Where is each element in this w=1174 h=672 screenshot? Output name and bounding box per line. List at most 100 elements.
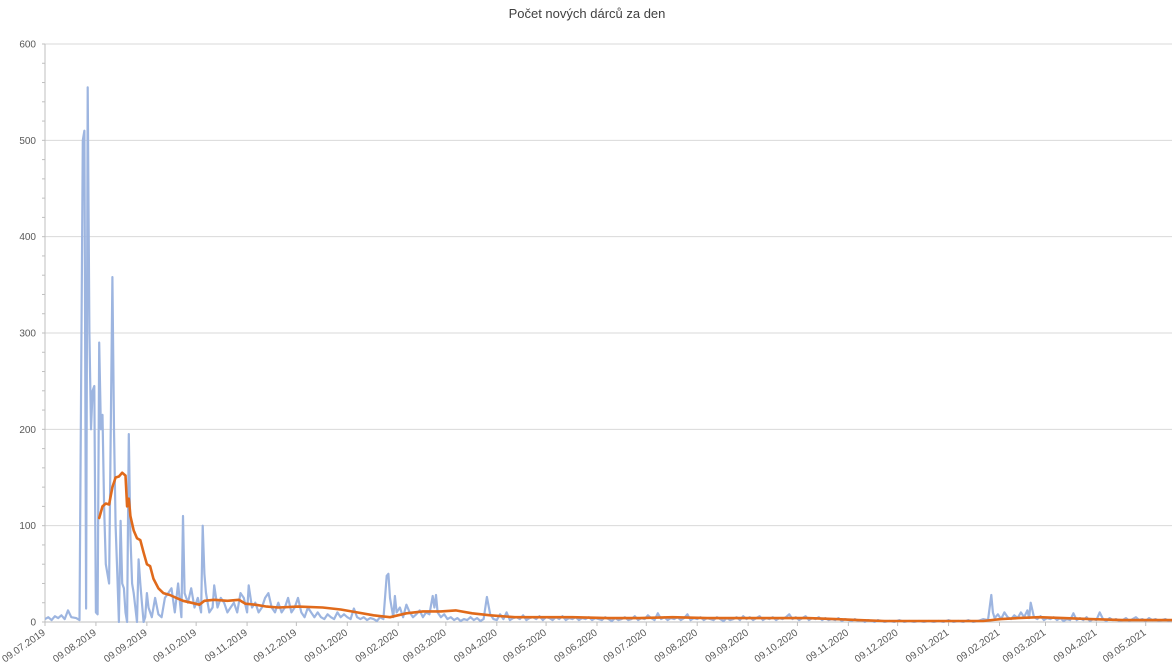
moving_average-point <box>203 600 206 602</box>
moving_average-point <box>277 606 280 609</box>
daily-point <box>443 613 446 616</box>
x-tick-label: 09.02.2021 <box>955 627 1003 665</box>
daily-point <box>459 620 462 622</box>
moving_average-point <box>124 474 127 477</box>
moving_average-point <box>671 616 674 618</box>
daily-point <box>67 609 69 612</box>
daily-point <box>50 619 53 621</box>
daily-point <box>1148 617 1150 619</box>
daily-point <box>124 611 127 614</box>
daily-point <box>433 606 436 609</box>
daily-point <box>703 619 705 621</box>
daily-point <box>394 595 396 597</box>
daily-point <box>313 616 316 618</box>
x-tick-label: 09.08.2019 <box>51 627 99 665</box>
daily-point <box>123 587 125 590</box>
daily-point <box>139 582 142 585</box>
moving_average-point <box>638 617 641 619</box>
daily-point <box>310 611 312 614</box>
moving_average-point <box>98 517 100 519</box>
daily-point <box>98 341 100 344</box>
daily-point <box>119 520 122 522</box>
x-tick-label: 09.06.2020 <box>552 627 600 665</box>
daily-point <box>428 613 431 616</box>
daily-point <box>788 613 790 616</box>
moving_average-point <box>266 605 268 608</box>
daily-point <box>151 616 153 618</box>
moving_average-point <box>606 617 608 619</box>
daily-point <box>246 611 248 614</box>
daily-point <box>190 587 192 590</box>
moving_average-point <box>1121 619 1124 621</box>
daily-point <box>476 617 478 619</box>
daily-point <box>142 621 145 623</box>
daily-point <box>297 597 299 599</box>
daily-point <box>505 611 508 614</box>
daily-point <box>389 597 391 599</box>
moving_average-point <box>149 565 151 567</box>
moving_average-point <box>372 614 375 617</box>
daily-point <box>808 619 810 621</box>
daily-point <box>136 621 138 623</box>
y-tick-label: 300 <box>19 329 36 340</box>
daily-point <box>75 617 77 619</box>
daily-point <box>469 616 472 618</box>
daily-point <box>108 582 110 585</box>
moving_average-point <box>152 577 155 580</box>
daily-point <box>647 614 649 617</box>
daily-point <box>100 428 102 431</box>
daily-point <box>739 619 741 621</box>
daily-point <box>88 332 91 334</box>
daily-point <box>422 616 424 618</box>
daily-point <box>473 619 475 621</box>
daily-point <box>118 621 120 623</box>
daily-point <box>83 129 86 132</box>
moving_average-point <box>1062 617 1065 619</box>
moving_average-point <box>1038 616 1040 618</box>
daily-point <box>431 595 434 597</box>
daily-point <box>128 433 130 435</box>
moving_average-point <box>128 497 130 500</box>
moving_average-point <box>740 617 743 619</box>
daily-point <box>758 615 761 617</box>
x-tick-label: 09.05.2021 <box>1101 627 1149 665</box>
daily-point <box>634 615 636 617</box>
daily-point <box>722 620 725 622</box>
moving_average-point <box>244 602 247 605</box>
moving_average-point <box>162 592 165 594</box>
daily-point <box>1003 611 1006 614</box>
daily-point <box>336 611 339 614</box>
daily-point <box>775 619 777 621</box>
daily-point <box>54 615 56 617</box>
daily-point <box>346 616 349 618</box>
daily-point <box>1085 616 1088 618</box>
daily-point <box>157 613 160 616</box>
moving_average-point <box>982 620 984 622</box>
y-tick-label: 500 <box>19 136 36 147</box>
daily-point <box>376 620 378 622</box>
daily-point <box>617 619 620 621</box>
moving_average-point <box>132 529 135 532</box>
daily-point <box>686 613 689 616</box>
moving_average-point <box>489 614 492 617</box>
daily-point <box>316 611 319 614</box>
daily-point <box>456 617 459 619</box>
daily-point <box>990 594 993 596</box>
daily-point <box>1029 601 1032 604</box>
daily-point <box>174 611 176 614</box>
daily-point <box>1036 618 1039 620</box>
daily-point <box>132 592 135 594</box>
daily-point <box>1069 619 1071 621</box>
daily-point <box>551 619 554 621</box>
moving_average-point <box>198 603 201 606</box>
daily-point <box>113 428 115 431</box>
daily-point <box>742 615 744 617</box>
daily-point <box>356 616 358 618</box>
daily-point <box>154 597 156 599</box>
daily-point <box>303 616 306 618</box>
moving_average-point <box>440 610 442 613</box>
y-tick-label: 0 <box>30 618 36 629</box>
daily-point <box>205 592 207 594</box>
daily-point <box>992 611 994 614</box>
